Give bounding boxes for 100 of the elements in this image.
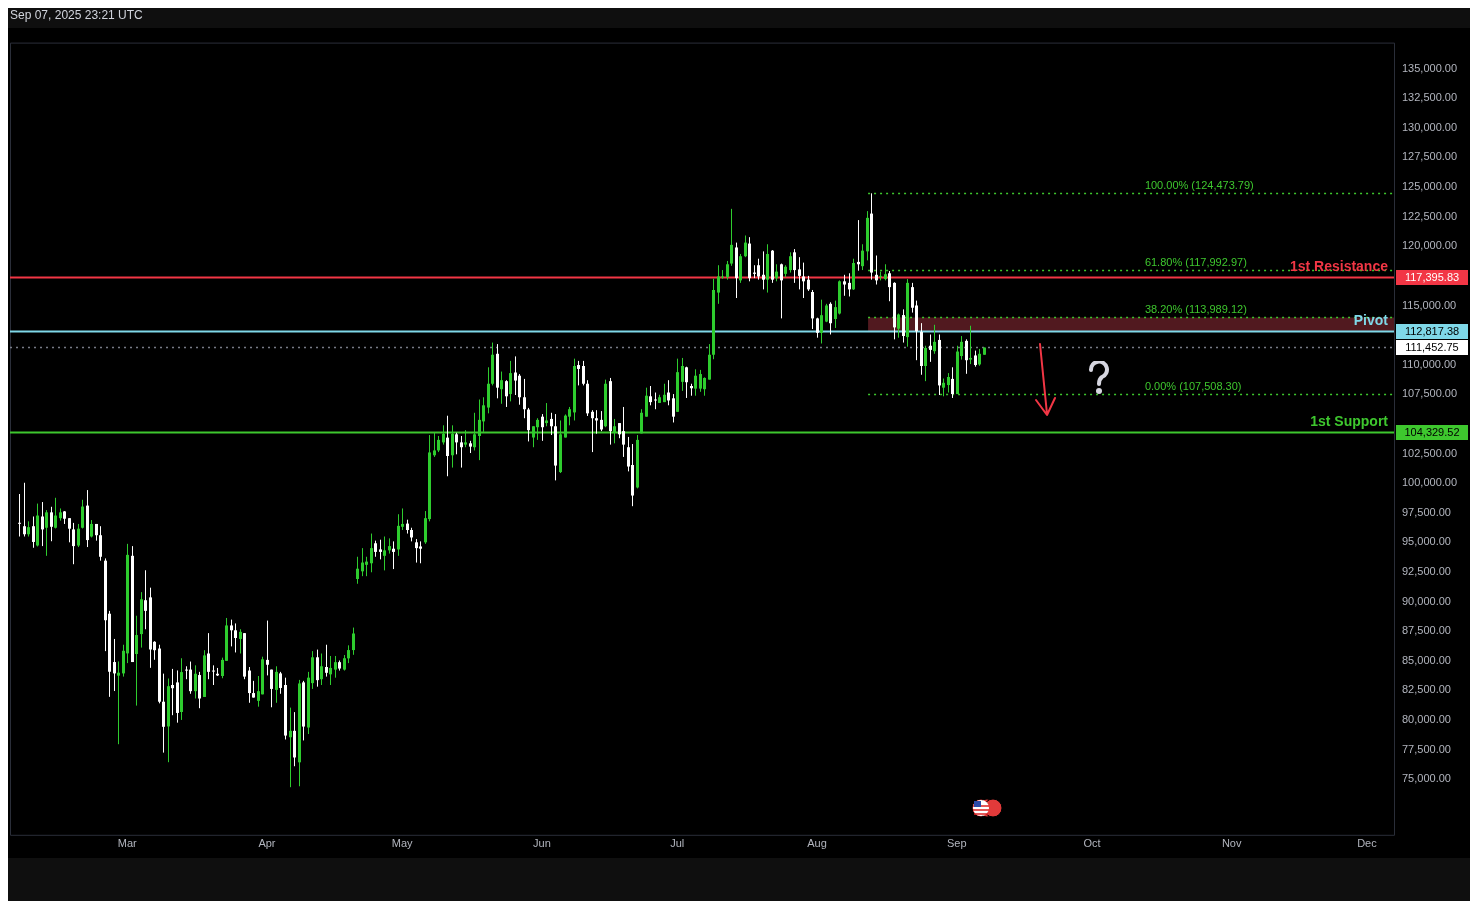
candlestick [325, 644, 328, 678]
x-tick-label: May [391, 837, 414, 850]
candlestick [536, 417, 539, 441]
candlestick [744, 235, 747, 258]
ref-line-label: 38.20% (113,989.12) [1144, 303, 1247, 316]
y-tick-label: 110,000.00 [1402, 357, 1457, 370]
x-tick-label: Apr [258, 837, 276, 850]
candlestick [622, 406, 625, 458]
candlestick [415, 538, 418, 564]
candlestick [541, 413, 544, 442]
candlestick [780, 263, 783, 319]
candlestick [717, 264, 720, 305]
candlestick [473, 412, 476, 451]
chart-title: Sep 07, 2025 23:21 UTC [9, 8, 144, 24]
y-tick-label: 125,000.00 [1402, 180, 1458, 193]
ref-line-label: 61.80% (117,992.97) [1144, 256, 1247, 269]
candlestick [730, 208, 733, 267]
candlestick [77, 523, 80, 548]
candlestick [649, 385, 652, 406]
x-tick-label: Dec [1357, 837, 1378, 850]
y-tick-label: 80,000.00 [1402, 712, 1451, 725]
x-tick-label: Jul [670, 837, 685, 850]
candlestick [99, 525, 102, 562]
candlestick [933, 324, 936, 355]
candlestick [505, 379, 508, 408]
ref-line-label: 100.00% (124,473.79) [1144, 179, 1254, 192]
candlestick [577, 360, 580, 386]
candlestick [334, 655, 337, 679]
candlestick [509, 360, 512, 402]
candlestick [902, 308, 905, 344]
candlestick [897, 313, 900, 339]
y-tick-label: 127,500.00 [1402, 150, 1458, 163]
y-tick-label: 122,500.00 [1402, 209, 1458, 222]
candlestick [829, 301, 832, 335]
candlestick [356, 556, 359, 585]
candlestick [316, 649, 319, 688]
x-tick-label: Aug [807, 837, 827, 850]
candlestick [370, 533, 373, 573]
x-tick-label: Nov [1221, 837, 1242, 850]
candlestick [279, 671, 282, 695]
candlestick [487, 366, 490, 414]
candlestick [582, 360, 585, 386]
candlestick [564, 413, 567, 439]
x-tick-label: Mar [117, 837, 138, 850]
candlestick [848, 272, 851, 297]
candlestick [117, 660, 120, 745]
ref-line-label: 1st Support [1310, 413, 1389, 430]
y-tick-label: 82,500.00 [1402, 683, 1451, 696]
candlestick [685, 366, 688, 399]
candlestick [392, 540, 395, 570]
candlestick [699, 369, 702, 393]
candlestick [482, 396, 485, 433]
candlestick [793, 248, 796, 284]
candlestick [442, 424, 445, 446]
candlestick [194, 664, 197, 699]
candlestick [113, 638, 116, 692]
candlestick [248, 666, 251, 704]
candlestick [329, 655, 332, 686]
candlestick [72, 522, 75, 565]
candlestick [600, 410, 603, 432]
candlestick [527, 407, 530, 442]
y-tick-label: 107,500.00 [1402, 387, 1458, 400]
candlestick [379, 539, 382, 560]
y-tick-label: 75,000.00 [1402, 772, 1451, 785]
candlestick [947, 372, 950, 394]
candlestick [965, 338, 968, 375]
candlestick [514, 355, 517, 396]
ref-line-label: Pivot [1353, 312, 1389, 329]
candlestick [446, 415, 449, 477]
candlestick [726, 260, 729, 281]
y-tick-label: 130,000.00 [1402, 120, 1458, 133]
candlestick [523, 378, 526, 419]
candlestick [798, 256, 801, 290]
candlestick [54, 497, 57, 529]
candlestick [198, 671, 201, 709]
candlestick [189, 661, 192, 695]
candlestick [460, 435, 463, 469]
candlestick [969, 325, 972, 365]
candlestick [861, 243, 864, 271]
candlestick [23, 482, 26, 538]
candlestick [239, 628, 242, 655]
candlestick [234, 622, 237, 653]
candlestick [762, 250, 765, 290]
candlestick [613, 418, 616, 444]
candlestick [672, 393, 675, 423]
candlestick [545, 402, 548, 427]
text: 112,817.38 [1404, 325, 1460, 338]
candlestick [645, 387, 648, 418]
y-tick-label: 132,500.00 [1402, 91, 1458, 104]
candlestick [81, 499, 84, 529]
candlestick [929, 333, 932, 363]
candlestick [45, 509, 48, 557]
candlestick [640, 408, 643, 434]
candlestick [518, 373, 521, 406]
y-tick-label: 87,500.00 [1402, 624, 1451, 637]
candlestick [383, 536, 386, 571]
candlestick [361, 547, 364, 577]
y-tick-label: 92,500.00 [1402, 564, 1451, 577]
candlestick [694, 368, 697, 397]
candlestick [266, 620, 269, 676]
